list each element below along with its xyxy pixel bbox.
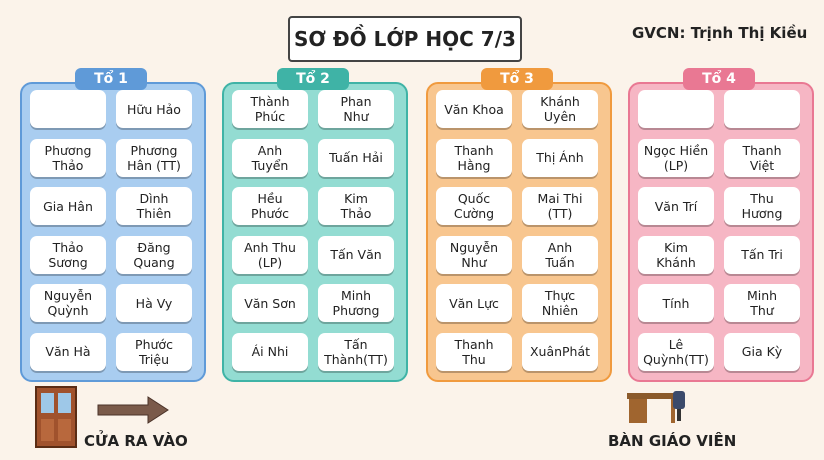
group-panel xyxy=(628,82,814,382)
seat: Tấn Tri xyxy=(724,235,800,274)
seat: Minh Phương xyxy=(318,284,394,322)
seat: Thanh Việt xyxy=(724,138,800,177)
seat: Văn Khoa xyxy=(436,90,512,128)
group-label: Tổ 1 xyxy=(75,68,147,90)
seat: Văn Trí xyxy=(638,187,714,225)
seat xyxy=(724,90,800,128)
group-label: Tổ 2 xyxy=(277,68,349,90)
seat: XuânPhát xyxy=(522,332,598,371)
group-label: Tổ 4 xyxy=(683,68,755,90)
seat: Nguyễn Như xyxy=(436,235,512,274)
seat: Hều Phước xyxy=(232,187,308,225)
door-label: CỬA RA VÀO xyxy=(84,432,188,450)
seat: Gia Kỳ xyxy=(724,332,800,371)
seat: Thị Ánh xyxy=(522,138,598,177)
seat: Đăng Quang xyxy=(116,235,192,274)
seat: Thanh Hằng xyxy=(436,138,512,177)
desk-icon xyxy=(627,391,685,423)
seat: Anh Thu (LP) xyxy=(232,235,308,274)
seat: Dình Thiên xyxy=(116,187,192,225)
teacher: GVCN: Trịnh Thị Kiều xyxy=(632,24,808,42)
group-panel xyxy=(20,82,206,382)
seat: Tuấn Hải xyxy=(318,138,394,177)
seat: Ngọc Hiền (LP) xyxy=(638,138,714,177)
group-label: Tổ 3 xyxy=(481,68,553,90)
seat: Kim Khánh xyxy=(638,235,714,274)
seat: Minh Thư xyxy=(724,284,800,322)
seat: Tấn Thành(TT) xyxy=(318,332,394,371)
seat: Văn Sơn xyxy=(232,284,308,322)
seat: Thành Phúc xyxy=(232,90,308,128)
seat: Thanh Thu xyxy=(436,332,512,371)
seat: Gia Hân xyxy=(30,187,106,225)
group-panel xyxy=(222,82,408,382)
seat: Khánh Uyên xyxy=(522,90,598,128)
seat: Phan Như xyxy=(318,90,394,128)
seat: Tấn Văn xyxy=(318,235,394,274)
desk-label: BÀN GIÁO VIÊN xyxy=(608,432,737,450)
seat: Kim Thảo xyxy=(318,187,394,225)
seat: Phương Hân (TT) xyxy=(116,138,192,177)
seat xyxy=(30,90,106,128)
seat: Quốc Cường xyxy=(436,187,512,225)
seat: Mai Thi (TT) xyxy=(522,187,598,225)
group-panel xyxy=(426,82,612,382)
seat: Ái Nhi xyxy=(232,332,308,371)
seat: Văn Lực xyxy=(436,284,512,322)
seat xyxy=(638,90,714,128)
seat: Hà Vy xyxy=(116,284,192,322)
seat: Anh Tuyển xyxy=(232,138,308,177)
door-icon xyxy=(35,386,169,448)
seat: Phương Thảo xyxy=(30,138,106,177)
title: SƠ ĐỒ LỚP HỌC 7/3 xyxy=(288,16,522,62)
seat: Hữu Hảo xyxy=(116,90,192,128)
seat: Lê Quỳnh(TT) xyxy=(638,332,714,371)
seat: Nguyễn Quỳnh xyxy=(30,284,106,322)
seat: Tính xyxy=(638,284,714,322)
seat: Anh Tuấn xyxy=(522,235,598,274)
seat: Thu Hương xyxy=(724,187,800,225)
seat: Thảo Sương xyxy=(30,235,106,274)
seat: Thực Nhiên xyxy=(522,284,598,322)
seat: Văn Hà xyxy=(30,332,106,371)
seat: Phước Triệu xyxy=(116,332,192,371)
